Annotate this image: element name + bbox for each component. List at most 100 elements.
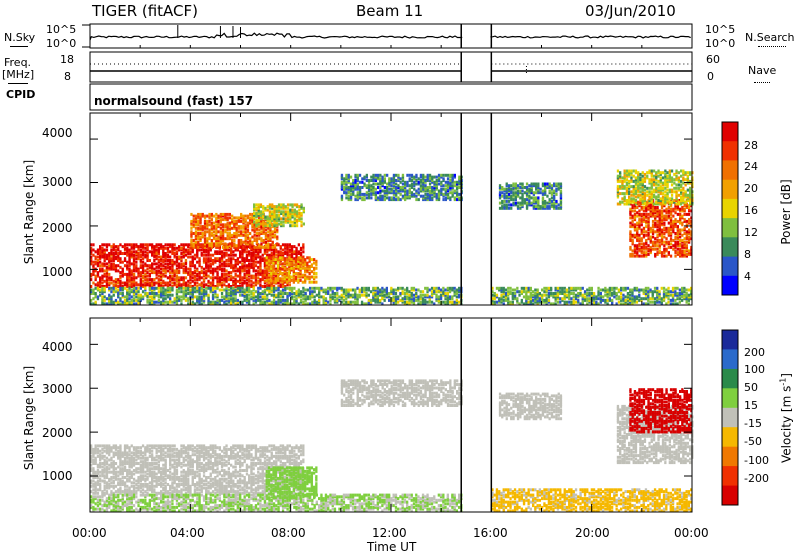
- scatter-cell: [343, 182, 346, 186]
- scatter-cell: [198, 272, 201, 276]
- scatter-cell: [141, 260, 145, 264]
- scatter-cell: [538, 297, 541, 301]
- scatter-cell: [196, 300, 199, 304]
- scatter-cell: [448, 295, 452, 299]
- scatter-cell: [189, 278, 192, 282]
- scatter-cell: [254, 278, 258, 282]
- scatter-cell: [215, 216, 218, 220]
- scatter-cell: [433, 180, 436, 184]
- scatter-cell: [214, 276, 217, 280]
- scatter-cell: [286, 293, 289, 297]
- scatter-cell: [203, 216, 207, 220]
- scatter-cell: [545, 288, 548, 292]
- scatter-cell: [248, 285, 251, 288]
- scatter-cell: [277, 206, 281, 210]
- scatter-cell: [431, 179, 434, 182]
- scatter-cell: [458, 300, 461, 304]
- scatter-cell: [629, 212, 632, 216]
- scatter-cell: [510, 206, 513, 210]
- scatter-cell: [426, 293, 429, 297]
- scatter-cell: [264, 215, 267, 219]
- scatter-cell: [374, 288, 377, 292]
- scatter-cell: [253, 220, 256, 224]
- scatter-cell: [285, 268, 289, 272]
- scatter-cell: [458, 198, 461, 202]
- scatter-cell: [108, 272, 111, 276]
- scatter-cell: [291, 224, 294, 228]
- scatter-cell: [401, 292, 404, 295]
- scatter-cell: [180, 252, 183, 255]
- scatter-cell: [289, 219, 292, 222]
- scatter-cell: [162, 292, 165, 295]
- scatter-cell: [386, 173, 389, 177]
- scatter-cell: [184, 269, 188, 273]
- scatter-cell: [169, 265, 172, 269]
- scatter-cell: [631, 219, 634, 223]
- scatter-cell: [286, 215, 290, 219]
- scatter-cell: [419, 293, 422, 297]
- scatter-cell: [266, 286, 269, 290]
- scatter-cell: [554, 286, 557, 290]
- power-ytick-4000: 4000: [42, 126, 73, 140]
- scatter-cell: [262, 245, 265, 249]
- scatter-cell: [117, 278, 120, 282]
- scatter-cell: [374, 297, 377, 301]
- scatter-cell: [633, 204, 637, 208]
- scatter-cell: [394, 288, 398, 292]
- scatter-cell: [105, 265, 109, 269]
- scatter-cell: [440, 184, 443, 188]
- scatter-cell: [667, 293, 670, 297]
- scatter-cell: [288, 258, 291, 262]
- scatter-cell: [458, 179, 461, 182]
- scatter-cell: [336, 286, 339, 290]
- scatter-cell: [212, 242, 216, 246]
- scatter-cell: [635, 295, 639, 299]
- scatter-cell: [101, 246, 104, 250]
- scatter-cell: [103, 248, 106, 252]
- scatter-cell: [430, 290, 434, 294]
- scatter-cell: [304, 278, 307, 282]
- scatter-cell: [128, 271, 131, 275]
- scatter-cell: [232, 290, 235, 294]
- scatter-cell: [155, 293, 158, 297]
- scatter-cell: [491, 297, 494, 301]
- scatter-cell: [297, 280, 300, 284]
- scatter-cell: [90, 274, 93, 278]
- scatter-cell: [151, 253, 154, 257]
- scatter-cell: [206, 244, 209, 248]
- scatter-cell: [631, 249, 634, 253]
- scatter-cell: [509, 290, 512, 294]
- scatter-cell: [498, 192, 502, 196]
- scatter-cell: [178, 279, 181, 283]
- scatter-cell: [554, 292, 557, 295]
- scatter-cell: [252, 276, 255, 280]
- scatter-cell: [644, 286, 648, 290]
- scatter-cell: [96, 259, 100, 262]
- scatter-cell: [565, 300, 569, 304]
- scatter-cell: [298, 219, 301, 222]
- scatter-cell: [178, 262, 181, 266]
- scatter-cell: [556, 286, 560, 290]
- scatter-cell: [239, 293, 242, 297]
- scatter-cell: [572, 288, 575, 292]
- scatter-cell: [352, 192, 355, 196]
- scatter-cell: [243, 281, 246, 285]
- scatter-cell: [510, 194, 513, 198]
- scatter-cell: [522, 288, 526, 292]
- scatter-cell: [372, 293, 375, 297]
- scatter-cell: [262, 212, 265, 215]
- scatter-cell: [349, 182, 353, 186]
- scatter-cell: [197, 232, 200, 235]
- scatter-cell: [435, 175, 438, 179]
- scatter-cell: [234, 281, 237, 285]
- scatter-cell: [363, 290, 366, 294]
- scatter-cell: [151, 283, 154, 287]
- scatter-cell: [197, 216, 200, 220]
- scatter-cell: [313, 298, 316, 302]
- scatter-cell: [135, 283, 138, 287]
- scatter-cell: [223, 295, 226, 299]
- scatter-cell: [227, 292, 230, 295]
- scatter-cell: [191, 295, 194, 299]
- scatter-cell: [182, 286, 185, 290]
- scatter-cell: [190, 230, 193, 234]
